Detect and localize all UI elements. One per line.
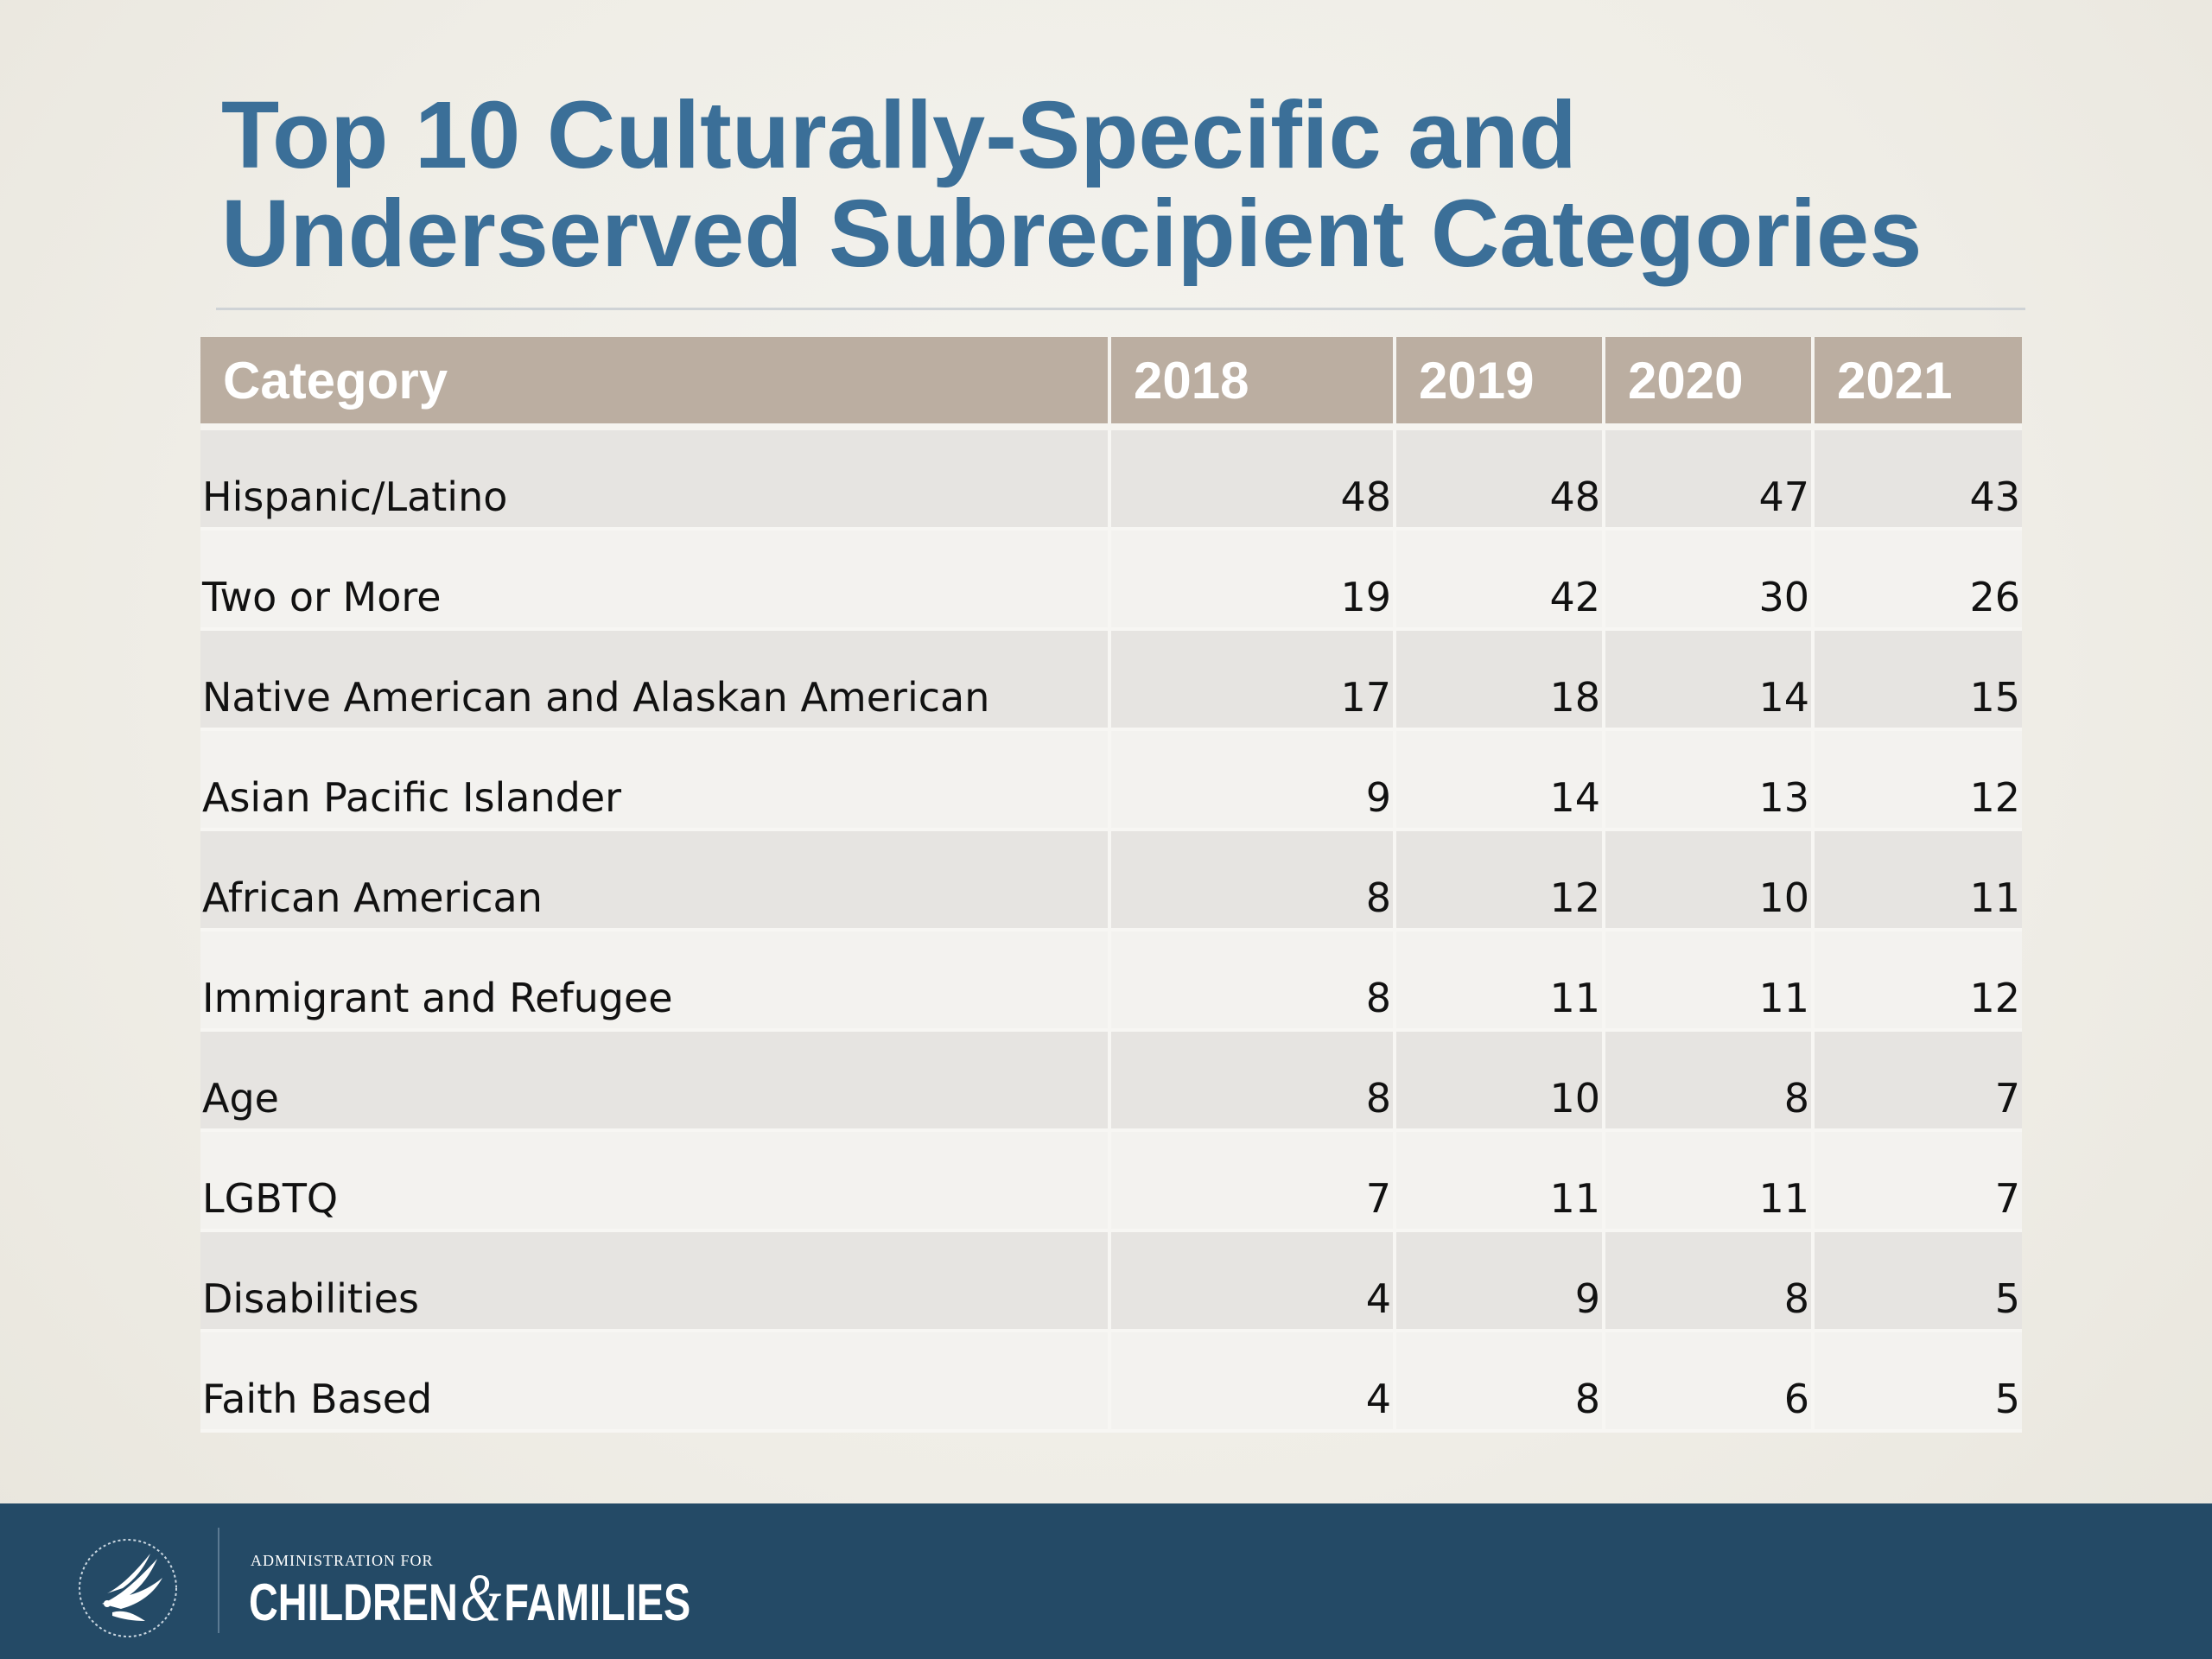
value-cell-2018: 4 xyxy=(1111,1332,1396,1433)
value-cell-2021: 12 xyxy=(1815,931,2022,1032)
category-cell: Hispanic/Latino xyxy=(200,430,1111,531)
category-cell: Age xyxy=(200,1032,1111,1132)
table-row: Disabilities 4 9 8 5 xyxy=(200,1232,2022,1332)
table-row: African American 8 12 10 11 xyxy=(200,831,2022,931)
column-header-category: Category xyxy=(200,337,1111,430)
column-header-2019: 2019 xyxy=(1396,337,1605,430)
acf-logo-small-text: ADMINISTRATION FOR xyxy=(251,1552,434,1569)
column-header-2018: 2018 xyxy=(1111,337,1396,430)
value-cell-2018: 48 xyxy=(1111,430,1396,531)
column-header-2020: 2020 xyxy=(1605,337,1815,430)
table-row: Native American and Alaskan American 17 … xyxy=(200,631,2022,731)
value-cell-2018: 8 xyxy=(1111,831,1396,931)
value-cell-2018: 19 xyxy=(1111,531,1396,631)
acf-logo-ampersand: & xyxy=(460,1560,502,1635)
value-cell-2019: 11 xyxy=(1396,1132,1605,1232)
table-row: Hispanic/Latino 48 48 47 43 xyxy=(200,430,2022,531)
category-cell: Immigrant and Refugee xyxy=(200,931,1111,1032)
value-cell-2020: 6 xyxy=(1605,1332,1815,1433)
value-cell-2019: 42 xyxy=(1396,531,1605,631)
footer-divider xyxy=(218,1528,219,1633)
value-cell-2019: 14 xyxy=(1396,731,1605,831)
value-cell-2019: 11 xyxy=(1396,931,1605,1032)
value-cell-2021: 11 xyxy=(1815,831,2022,931)
slide-title: Top 10 Culturally-Specific and Underserv… xyxy=(221,86,2036,283)
column-header-2021: 2021 xyxy=(1815,337,2022,430)
category-cell: Asian Pacific Islander xyxy=(200,731,1111,831)
table-row: Age 8 10 8 7 xyxy=(200,1032,2022,1132)
value-cell-2019: 12 xyxy=(1396,831,1605,931)
value-cell-2021: 15 xyxy=(1815,631,2022,731)
categories-table: Category 2018 2019 2020 2021 Hispanic/La… xyxy=(200,337,2022,1433)
value-cell-2018: 8 xyxy=(1111,931,1396,1032)
value-cell-2021: 5 xyxy=(1815,1232,2022,1332)
value-cell-2018: 17 xyxy=(1111,631,1396,731)
acf-logo-wordmark: CHILDREN&FAMILIES xyxy=(249,1560,691,1635)
value-cell-2018: 4 xyxy=(1111,1232,1396,1332)
hhs-eagle-seal-icon xyxy=(79,1539,177,1637)
value-cell-2020: 47 xyxy=(1605,430,1815,531)
value-cell-2018: 7 xyxy=(1111,1132,1396,1232)
value-cell-2021: 7 xyxy=(1815,1132,2022,1232)
value-cell-2020: 30 xyxy=(1605,531,1815,631)
value-cell-2020: 11 xyxy=(1605,931,1815,1032)
category-cell: Faith Based xyxy=(200,1332,1111,1433)
footer-bar xyxy=(0,1503,2212,1659)
table-row: Faith Based 4 8 6 5 xyxy=(200,1332,2022,1433)
value-cell-2020: 13 xyxy=(1605,731,1815,831)
value-cell-2021: 43 xyxy=(1815,430,2022,531)
slide-title-line-1: Top 10 Culturally-Specific and xyxy=(221,82,1577,188)
table-row: Two or More 19 42 30 26 xyxy=(200,531,2022,631)
value-cell-2018: 9 xyxy=(1111,731,1396,831)
value-cell-2018: 8 xyxy=(1111,1032,1396,1132)
category-cell: LGBTQ xyxy=(200,1132,1111,1232)
table-header-row: Category 2018 2019 2020 2021 xyxy=(200,337,2022,430)
acf-logo-families: FAMILIES xyxy=(504,1573,691,1631)
table-row: Immigrant and Refugee 8 11 11 12 xyxy=(200,931,2022,1032)
category-cell: Disabilities xyxy=(200,1232,1111,1332)
slide-title-line-2: Underserved Subrecipient Categories xyxy=(221,181,1923,287)
value-cell-2019: 10 xyxy=(1396,1032,1605,1132)
value-cell-2020: 8 xyxy=(1605,1232,1815,1332)
acf-logo-children: CHILDREN xyxy=(249,1573,458,1631)
value-cell-2021: 7 xyxy=(1815,1032,2022,1132)
value-cell-2019: 8 xyxy=(1396,1332,1605,1433)
category-cell: African American xyxy=(200,831,1111,931)
title-divider xyxy=(216,308,2025,310)
value-cell-2020: 14 xyxy=(1605,631,1815,731)
value-cell-2021: 12 xyxy=(1815,731,2022,831)
value-cell-2020: 8 xyxy=(1605,1032,1815,1132)
value-cell-2021: 5 xyxy=(1815,1332,2022,1433)
category-cell: Native American and Alaskan American xyxy=(200,631,1111,731)
value-cell-2021: 26 xyxy=(1815,531,2022,631)
value-cell-2019: 48 xyxy=(1396,430,1605,531)
category-cell: Two or More xyxy=(200,531,1111,631)
value-cell-2020: 10 xyxy=(1605,831,1815,931)
value-cell-2020: 11 xyxy=(1605,1132,1815,1232)
value-cell-2019: 18 xyxy=(1396,631,1605,731)
table-row: LGBTQ 7 11 11 7 xyxy=(200,1132,2022,1232)
value-cell-2019: 9 xyxy=(1396,1232,1605,1332)
table-row: Asian Pacific Islander 9 14 13 12 xyxy=(200,731,2022,831)
